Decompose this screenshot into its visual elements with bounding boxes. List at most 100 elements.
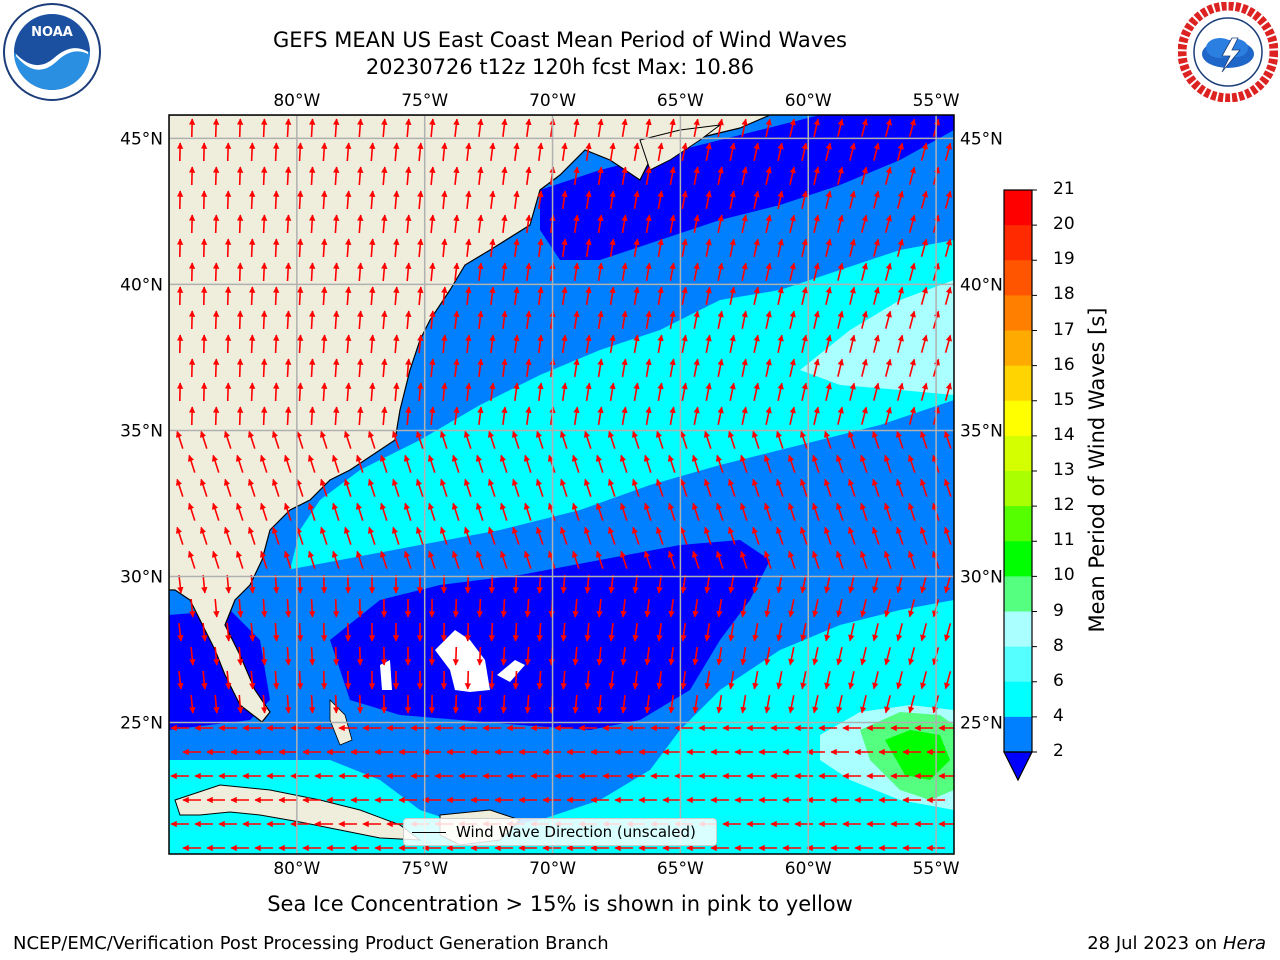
lat-label-right-1: 40°N [960, 275, 1003, 295]
direction-arrow [333, 262, 340, 282]
direction-arrow [848, 575, 855, 594]
colorbar-swatch-13 [1004, 646, 1032, 683]
direction-arrow [861, 262, 868, 281]
direction-arrow [248, 190, 256, 210]
direction-arrow [741, 214, 748, 233]
direction-arrow [944, 671, 952, 690]
direction-arrow [572, 646, 579, 666]
direction-arrow [525, 214, 532, 234]
direction-arrow [620, 695, 627, 714]
direction-arrow [920, 623, 928, 642]
direction-arrow [201, 670, 208, 690]
direction-arrow [872, 623, 879, 642]
direction-arrow [501, 214, 508, 233]
direction-arrow [704, 574, 711, 594]
direction-arrow [224, 334, 232, 354]
lat-label-right-0: 45°N [960, 129, 1003, 149]
direction-arrow [249, 622, 256, 642]
direction-arrow [523, 454, 532, 473]
direction-arrow [235, 502, 244, 521]
lon-label-top-4: 60°W [785, 91, 832, 111]
direction-arrow [513, 190, 520, 210]
direction-arrow [271, 526, 280, 545]
direction-arrow [631, 430, 640, 449]
direction-arrow [175, 478, 184, 497]
direction-arrow [453, 406, 460, 425]
direction-arrow [729, 334, 736, 353]
map-tick-labels: 80°W 80°W 75°W 75°W 70°W 70°W 65°W 65°W 60°W 60°W… [120, 91, 1003, 879]
direction-arrow [175, 430, 184, 449]
direction-arrow [920, 575, 928, 594]
direction-arrow [331, 454, 340, 473]
direction-arrow [465, 142, 472, 161]
direction-arrow [609, 142, 616, 162]
direction-arrow [597, 166, 604, 186]
direction-arrow [776, 671, 783, 690]
direction-arrow [260, 358, 268, 378]
colorbar-tick-label-5: 16 [1053, 354, 1075, 375]
direction-arrow [825, 382, 832, 401]
direction-arrow [836, 647, 843, 666]
direction-arrow [525, 166, 532, 186]
direction-arrow [657, 190, 664, 210]
direction-arrow [355, 502, 364, 521]
direction-arrow [679, 478, 688, 497]
direction-arrow [633, 190, 640, 210]
direction-arrow [884, 695, 891, 714]
direction-arrow [259, 454, 268, 473]
colorbar [1003, 189, 1037, 782]
lon-label-top-0: 80°W [273, 91, 320, 111]
direction-arrow [453, 214, 460, 233]
direction-arrow [417, 382, 424, 402]
direction-arrow [475, 454, 484, 473]
direction-arrow [273, 574, 280, 594]
direction-arrow [477, 166, 484, 185]
direction-arrow [537, 238, 544, 258]
colorbar-swatch-2 [1004, 260, 1032, 296]
direction-arrow [525, 406, 532, 426]
direction-arrow [860, 695, 867, 714]
direction-arrow [824, 575, 831, 594]
direction-arrow [236, 262, 244, 282]
direction-arrow [499, 502, 508, 521]
direction-arrow [500, 598, 508, 618]
direction-arrow [512, 670, 520, 690]
direction-arrow [645, 214, 652, 234]
colorbar-tick-label-4: 17 [1053, 319, 1075, 340]
direction-arrow [560, 622, 567, 642]
direction-arrow [595, 550, 604, 569]
direction-arrow [787, 454, 796, 473]
direction-arrow [896, 238, 904, 257]
direction-arrow [308, 406, 316, 426]
direction-arrow [393, 238, 400, 258]
direction-arrow [308, 598, 316, 618]
direction-arrow [753, 334, 760, 353]
direction-arrow [441, 334, 448, 354]
direction-arrow [260, 262, 268, 282]
direction-arrow [645, 166, 652, 186]
direction-arrow [199, 526, 208, 545]
direction-arrow [212, 406, 220, 426]
direction-arrow [189, 694, 196, 714]
direction-arrow [249, 670, 256, 690]
direction-arrow [477, 406, 484, 425]
direction-arrow [631, 478, 640, 497]
direction-arrow [573, 262, 580, 282]
direction-arrow [764, 599, 771, 618]
direction-arrow [813, 406, 820, 425]
direction-arrow [597, 118, 604, 138]
direction-arrow [944, 142, 952, 161]
colorbar-tick-label-2: 19 [1053, 249, 1075, 270]
direction-arrow [597, 214, 604, 234]
direction-arrow [741, 118, 748, 137]
direction-arrow [657, 334, 664, 354]
direction-arrow [789, 406, 796, 425]
direction-arrow [223, 430, 232, 449]
direction-arrow [417, 142, 424, 162]
direction-arrow [224, 382, 232, 402]
land-north-america [169, 115, 771, 723]
direction-arrow [237, 694, 244, 714]
direction-arrow [680, 670, 687, 690]
direction-arrow [369, 190, 376, 210]
direction-arrow [763, 550, 772, 569]
